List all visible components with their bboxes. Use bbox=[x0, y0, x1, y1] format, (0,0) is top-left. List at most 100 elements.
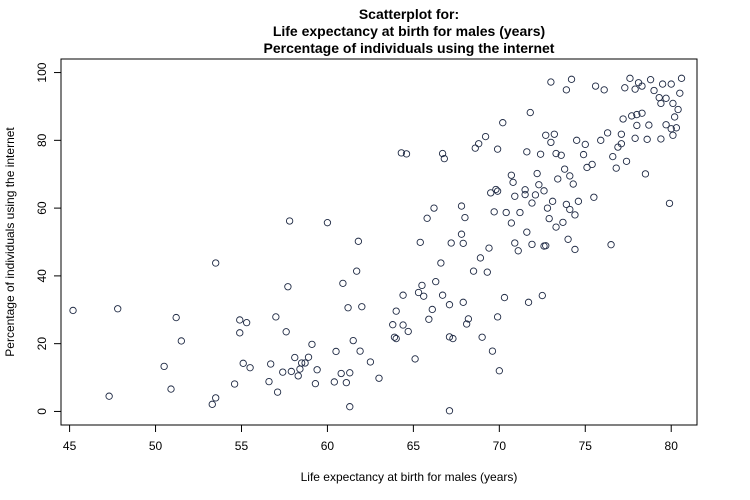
data-point bbox=[562, 200, 571, 209]
data-point bbox=[411, 355, 419, 363]
plot-frame bbox=[60, 58, 698, 426]
data-point bbox=[571, 211, 579, 219]
data-point bbox=[567, 75, 576, 83]
data-point bbox=[490, 208, 498, 216]
x-tick-label: 65 bbox=[407, 439, 421, 453]
data-point bbox=[399, 291, 407, 299]
data-point bbox=[437, 259, 445, 267]
data-point bbox=[600, 86, 608, 94]
data-point bbox=[590, 193, 598, 201]
data-point bbox=[569, 180, 577, 188]
data-point bbox=[526, 108, 534, 117]
data-point bbox=[114, 305, 122, 313]
data-point bbox=[619, 115, 627, 123]
data-point bbox=[493, 145, 502, 153]
data-point bbox=[389, 321, 397, 329]
data-point bbox=[297, 359, 306, 367]
data-point bbox=[626, 74, 634, 82]
data-point bbox=[662, 94, 670, 102]
data-point bbox=[499, 119, 507, 127]
data-point bbox=[657, 99, 665, 108]
data-point bbox=[521, 190, 529, 199]
data-point bbox=[643, 135, 651, 143]
data-point bbox=[476, 254, 485, 262]
data-point bbox=[358, 303, 366, 311]
data-point bbox=[440, 154, 448, 163]
data-point bbox=[645, 121, 653, 129]
data-point bbox=[332, 347, 340, 356]
x-tick-label: 75 bbox=[579, 439, 593, 453]
data-point bbox=[273, 388, 282, 396]
data-point bbox=[667, 125, 675, 133]
data-point bbox=[662, 121, 670, 129]
data-point bbox=[346, 369, 354, 377]
data-point bbox=[509, 178, 517, 187]
data-point bbox=[633, 121, 641, 130]
data-point bbox=[531, 191, 540, 199]
data-point bbox=[272, 313, 280, 321]
data-point bbox=[423, 214, 431, 222]
data-point bbox=[621, 84, 629, 92]
data-point bbox=[239, 359, 247, 367]
data-point bbox=[521, 186, 529, 194]
data-point bbox=[230, 380, 239, 388]
data-point bbox=[502, 208, 510, 217]
data-point bbox=[267, 360, 275, 368]
data-point bbox=[574, 197, 583, 205]
data-point bbox=[463, 320, 471, 328]
data-point bbox=[447, 239, 455, 247]
data-point bbox=[667, 80, 675, 88]
data-point bbox=[628, 112, 636, 120]
x-axis: 45 50 55 60 65 70 75 80 bbox=[63, 424, 678, 453]
data-point bbox=[337, 369, 345, 378]
data-point bbox=[646, 76, 655, 84]
data-point bbox=[612, 164, 620, 172]
data-point bbox=[573, 136, 581, 144]
data-point bbox=[356, 347, 364, 355]
data-point bbox=[461, 213, 469, 222]
data-point bbox=[402, 150, 411, 158]
data-point bbox=[346, 403, 354, 411]
y-tick-label: 40 bbox=[35, 269, 49, 283]
data-point bbox=[392, 307, 400, 315]
data-point bbox=[323, 219, 332, 227]
data-point bbox=[671, 113, 679, 121]
data-point bbox=[457, 230, 466, 238]
data-point bbox=[475, 140, 483, 148]
data-point bbox=[353, 267, 361, 275]
data-point bbox=[483, 268, 491, 276]
y-tick-label: 100 bbox=[35, 62, 49, 82]
data-point bbox=[349, 336, 357, 345]
data-point bbox=[542, 131, 550, 139]
data-point bbox=[291, 353, 299, 362]
data-point bbox=[552, 223, 560, 231]
data-point bbox=[674, 105, 682, 114]
data-point bbox=[523, 148, 531, 156]
data-points bbox=[69, 74, 686, 415]
data-point bbox=[669, 99, 677, 108]
data-point bbox=[622, 157, 631, 165]
data-point bbox=[638, 82, 646, 90]
y-tick-label: 0 bbox=[35, 408, 49, 415]
data-point bbox=[287, 367, 295, 376]
data-point bbox=[212, 259, 220, 267]
data-point bbox=[657, 135, 665, 143]
data-point bbox=[560, 165, 569, 173]
data-point bbox=[540, 187, 548, 195]
data-point bbox=[641, 170, 650, 178]
data-point bbox=[105, 392, 113, 400]
chart-title-line-3: Percentage of individuals using the inte… bbox=[264, 40, 555, 56]
data-point bbox=[438, 291, 447, 299]
data-point bbox=[511, 239, 519, 247]
data-point bbox=[516, 208, 524, 217]
data-point bbox=[296, 365, 304, 373]
y-tick-label: 20 bbox=[35, 337, 49, 351]
data-point bbox=[69, 306, 77, 315]
data-point bbox=[631, 85, 639, 93]
data-point bbox=[547, 138, 555, 147]
data-point bbox=[375, 374, 383, 382]
data-point bbox=[528, 199, 536, 207]
y-axis-label: Percentage of individuals using the inte… bbox=[3, 127, 17, 357]
x-tick-label: 45 bbox=[63, 439, 77, 453]
